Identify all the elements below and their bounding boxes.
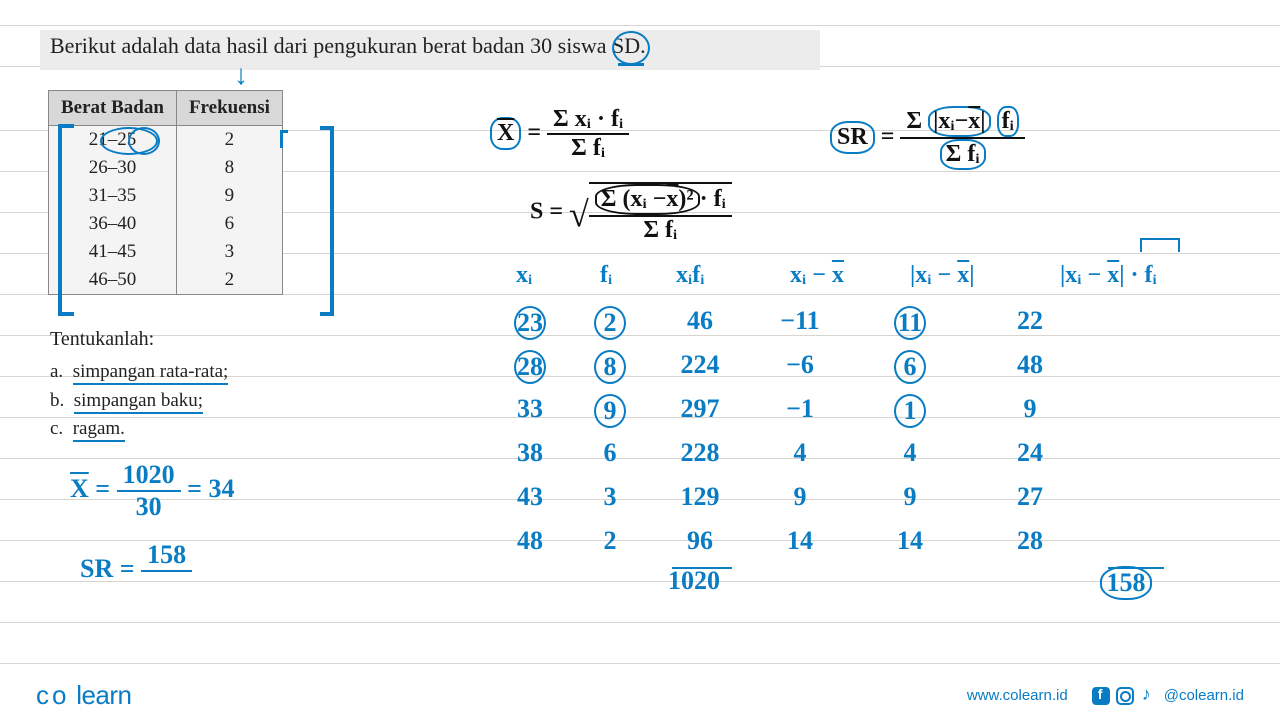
footer-social: @colearn.id — [1092, 687, 1244, 705]
formula-xbar: X = Σ xᵢ · fᵢΣ fᵢ — [490, 106, 629, 162]
question-list: a. simpangan rata-rata; b. simpangan bak… — [50, 358, 228, 444]
question-a: a. simpangan rata-rata; — [50, 358, 228, 387]
logo: co learn — [36, 680, 132, 711]
work-row: 28 8 224 −6 6 48 — [490, 350, 1090, 384]
table-row: 21–252 — [49, 126, 283, 155]
question-b: b. simpangan baku; — [50, 387, 228, 416]
frequency-table: Berat Badan Frekuensi 21–252 26–308 31–3… — [48, 90, 283, 295]
work-row: 43 3 129 9 9 27 — [490, 482, 1090, 512]
header-berat: Berat Badan — [49, 91, 177, 126]
table-row: 26–308 — [49, 154, 283, 182]
bracket-left-annotation — [58, 124, 74, 316]
table-header-row: Berat Badan Frekuensi — [49, 91, 283, 126]
table-row: 46–502 — [49, 266, 283, 295]
col-fi: fᵢ — [600, 262, 612, 289]
arrow-down-annotation: ↓ — [234, 60, 248, 92]
formula-sr: SR = Σ |xᵢ−x| fᵢΣ fᵢ — [830, 106, 1025, 170]
col-xifi: xᵢfᵢ — [676, 262, 705, 289]
problem-statement: Berikut adalah data hasil dari pengukura… — [50, 33, 646, 59]
table-row: 41–453 — [49, 238, 283, 266]
bracket-right-annotation — [320, 126, 334, 316]
circle-25-annotation — [128, 127, 160, 155]
circle-30-annotation — [612, 31, 650, 65]
col-diff: xᵢ − x — [790, 262, 844, 289]
col-absfi: |xᵢ − x| · fᵢ — [1060, 262, 1157, 289]
col-xi: xᵢ — [516, 262, 532, 289]
formula-s: S = √Σ (xᵢ −x)²· fᵢΣ fᵢ — [530, 182, 732, 244]
header-frekuensi: Frekuensi — [176, 91, 282, 126]
table-row: 31–359 — [49, 182, 283, 210]
work-row: 23 2 46 −11 11 22 — [490, 306, 1090, 340]
sum-xifi: 1020 — [668, 566, 720, 596]
work-row: 48 2 96 14 14 28 — [490, 526, 1090, 556]
sum-absfi: 158 — [1100, 566, 1152, 600]
facebook-icon — [1092, 687, 1110, 705]
small-bracket-annotation — [280, 130, 288, 148]
instagram-icon — [1116, 687, 1134, 705]
table-row: 36–406 — [49, 210, 283, 238]
question-heading: Tentukanlah: — [50, 328, 154, 351]
col-abs: |xᵢ − x| — [910, 262, 975, 289]
work-row: 33 9 297 −1 1 9 — [490, 394, 1090, 428]
work-row: 38 6 228 4 4 24 — [490, 438, 1090, 468]
tiktok-icon — [1140, 687, 1158, 705]
sr-calculation: SR = 158 — [80, 540, 192, 602]
footer: co learn www.colearn.id @colearn.id — [0, 670, 1280, 720]
bracket-absfi-annotation — [1140, 238, 1180, 252]
footer-url: www.colearn.id — [967, 687, 1068, 704]
question-c: c. ragam. — [50, 415, 228, 444]
underline-30-annotation — [618, 63, 644, 66]
xbar-calculation: X = 102030 = 34 — [70, 460, 234, 522]
